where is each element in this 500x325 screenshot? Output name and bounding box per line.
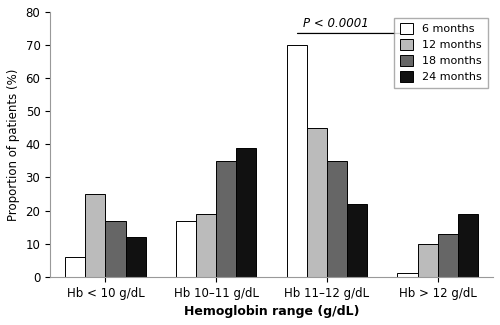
X-axis label: Hemoglobin range (g/dL): Hemoglobin range (g/dL) <box>184 305 360 318</box>
Bar <box>327 161 347 277</box>
Bar <box>286 45 307 277</box>
Bar <box>86 194 105 277</box>
Bar <box>216 161 236 277</box>
Bar <box>398 273 417 277</box>
Bar <box>418 244 438 277</box>
Legend: 6 months, 12 months, 18 months, 24 months: 6 months, 12 months, 18 months, 24 month… <box>394 18 488 88</box>
Bar <box>65 257 86 277</box>
Bar <box>307 128 327 277</box>
Bar <box>236 148 256 277</box>
Text: P < 0.0001: P < 0.0001 <box>303 17 369 30</box>
Bar <box>458 214 478 277</box>
Bar <box>126 237 146 277</box>
Bar <box>196 214 216 277</box>
Bar <box>176 220 196 277</box>
Bar <box>438 234 458 277</box>
Bar <box>347 204 367 277</box>
Bar <box>106 220 126 277</box>
Y-axis label: Proportion of patients (%): Proportion of patients (%) <box>7 68 20 221</box>
